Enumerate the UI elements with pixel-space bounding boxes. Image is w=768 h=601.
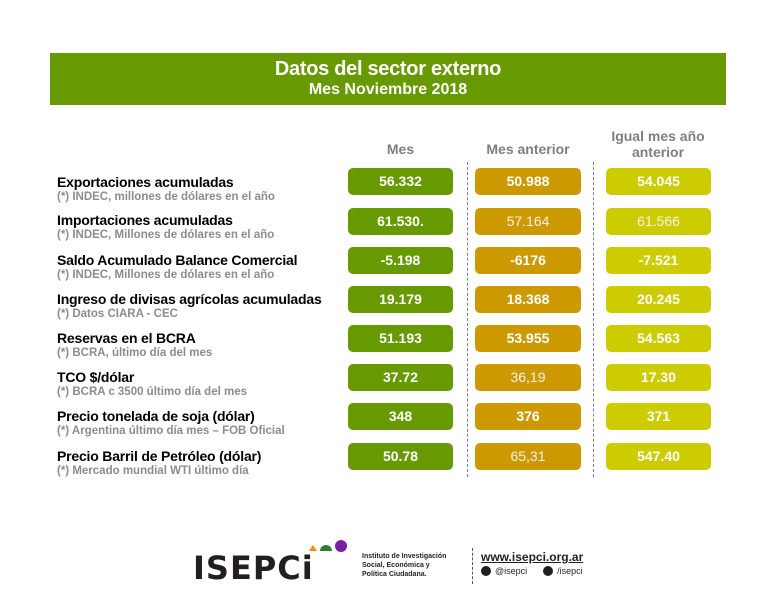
- row-title: Precio tonelada de soja (dólar): [57, 408, 255, 424]
- value-anio-anterior: 17.30: [606, 364, 711, 391]
- footer-divider: [472, 548, 473, 584]
- value-anio-anterior: 547.40: [606, 443, 711, 470]
- value-mes: 61.530.: [348, 208, 453, 235]
- column-header-igual-mes-anio-anterior: Igual mes año anterior: [611, 128, 705, 160]
- facebook-icon: [543, 566, 554, 576]
- column-header-mes-anterior: Mes anterior: [486, 141, 570, 157]
- row-label: Precio tonelada de soja (dólar) (*) Arge…: [57, 408, 285, 438]
- row-label: Exportaciones acumuladas (*) INDEC, mill…: [57, 174, 275, 204]
- social-links: @isepci /isepci: [481, 566, 583, 576]
- facebook-handle[interactable]: /isepci: [557, 566, 583, 576]
- value-anio-anterior: 54.563: [606, 325, 711, 352]
- row-source: (*) Datos CIARA - CEC: [57, 308, 178, 320]
- row-title: Precio Barril de Petróleo (dólar): [57, 448, 262, 464]
- isepci-logo: ISEPCi: [193, 537, 347, 589]
- value-mes: 348: [348, 403, 453, 430]
- value-mes-anterior: 65,31: [475, 443, 581, 470]
- column-divider: [467, 162, 468, 477]
- title-banner: Datos del sector externo Mes Noviembre 2…: [50, 53, 726, 105]
- page-title: Datos del sector externo: [274, 58, 502, 80]
- value-mes: 51.193: [348, 325, 453, 352]
- row-source: (*) BCRA, último día del mes: [57, 347, 213, 359]
- twitter-handle[interactable]: @isepci: [495, 566, 528, 576]
- row-title: Exportaciones acumuladas: [57, 174, 234, 190]
- institute-line: Social, Económica y: [362, 562, 430, 569]
- institute-line: Política Ciudadana.: [362, 571, 427, 578]
- logo-text: ISEPCi: [193, 549, 314, 587]
- value-mes-anterior: -6176: [475, 247, 581, 274]
- institute-name: Instituto de Investigación Social, Econó…: [362, 552, 446, 579]
- row-source: (*) INDEC, millones de dólares en el año: [57, 191, 275, 203]
- row-title: TCO $/dólar: [57, 369, 135, 385]
- value-mes: 56.332: [348, 168, 453, 195]
- row-source: (*) BCRA c 3500 último día del mes: [57, 386, 248, 398]
- institute-line: Instituto de Investigación: [362, 553, 447, 560]
- value-mes-anterior: 53.955: [475, 325, 581, 352]
- value-anio-anterior: 20.245: [606, 286, 711, 313]
- row-title: Saldo Acumulado Balance Comercial: [57, 252, 298, 268]
- column-divider: [593, 162, 594, 477]
- value-anio-anterior: 371: [606, 403, 711, 430]
- value-mes: -5.198: [348, 247, 453, 274]
- twitter-icon: [481, 566, 491, 576]
- value-anio-anterior: 54.045: [606, 168, 711, 195]
- row-source: (*) Mercado mundial WTI último día: [57, 465, 249, 477]
- value-mes: 50.78: [348, 443, 453, 470]
- value-mes: 19.179: [348, 286, 453, 313]
- value-mes-anterior: 36,19: [475, 364, 581, 391]
- website-link[interactable]: www.isepci.org.ar: [481, 550, 584, 564]
- row-title: Importaciones acumuladas: [57, 212, 233, 228]
- value-anio-anterior: -7.521: [606, 247, 711, 274]
- value-mes-anterior: 376: [475, 403, 581, 430]
- value-mes: 37.72: [348, 364, 453, 391]
- value-mes-anterior: 18.368: [475, 286, 581, 313]
- row-title: Reservas en el BCRA: [57, 330, 196, 346]
- row-source: (*) INDEC, Millones de dólares en el año: [57, 229, 275, 241]
- logo-dots-icon: [309, 540, 347, 552]
- row-title: Ingreso de divisas agrícolas acumuladas: [57, 291, 322, 307]
- row-label: Ingreso de divisas agrícolas acumuladas …: [57, 291, 322, 321]
- value-mes-anterior: 50.988: [475, 168, 581, 195]
- row-source: (*) INDEC, Millones de dólares en el año: [57, 269, 275, 281]
- row-label: Saldo Acumulado Balance Comercial (*) IN…: [57, 252, 297, 282]
- value-mes-anterior: 57.164: [475, 208, 581, 235]
- row-label: Reservas en el BCRA (*) BCRA, último día…: [57, 330, 212, 360]
- row-source: (*) Argentina último día mes – FOB Ofici…: [57, 425, 285, 437]
- value-anio-anterior: 61.566: [606, 208, 711, 235]
- row-label: Importaciones acumuladas (*) INDEC, Mill…: [57, 212, 274, 242]
- row-label: TCO $/dólar (*) BCRA c 3500 último día d…: [57, 369, 247, 399]
- column-header-mes: Mes: [386, 141, 415, 157]
- row-label: Precio Barril de Petróleo (dólar) (*) Me…: [57, 448, 261, 478]
- page-subtitle: Mes Noviembre 2018: [308, 81, 468, 98]
